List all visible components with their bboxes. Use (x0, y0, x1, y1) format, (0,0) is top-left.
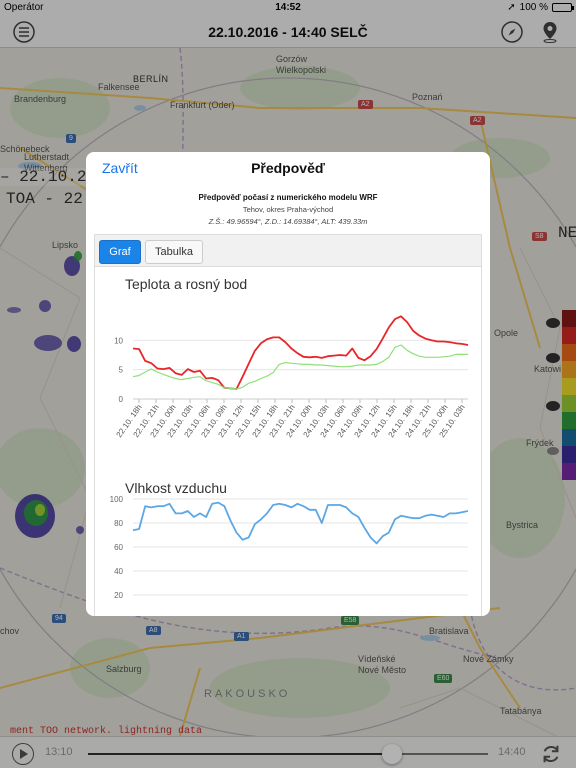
map-label-bystrica: Bystrica (506, 520, 539, 530)
road-sign-e60: E60 (434, 674, 453, 683)
map-label-berlin: BERLÍN (133, 74, 169, 84)
modal-header: Zavřít Předpověď (86, 152, 490, 184)
timeline-slider-fill (88, 753, 392, 755)
road-sign-9: 9 (66, 134, 76, 143)
chart-title: Vlhkost vzduchu (125, 480, 227, 496)
map-label-lipsko: Lipsko (52, 240, 79, 250)
timeline-slider[interactable] (88, 744, 488, 764)
map-label-frankfurt: Frankfurt (Oder) (170, 100, 235, 110)
road-sign-a1: A1 (234, 632, 249, 641)
map-label-rakousko: RAKOUSKO (204, 688, 291, 700)
timeline-bar: 13:10 14:40 (0, 736, 576, 768)
info-location: Tehov, okres Praha-východ (242, 205, 334, 214)
map-label-salzburg: Salzburg (106, 664, 142, 674)
y-tick-label: 40 (114, 567, 123, 576)
road-sign-s8: S8 (532, 232, 547, 241)
series-line-2 (132, 344, 468, 390)
weather-symbols (546, 318, 560, 455)
map-label-schonebeck: Schönebeck (0, 144, 50, 154)
status-bar: Operátor 14:52 ➚ 100 % (0, 0, 576, 16)
radar-legend-bar (562, 310, 576, 480)
map-label-falkensee: Falkensee (98, 82, 140, 92)
location-pin-icon[interactable] (538, 20, 562, 44)
y-tick-label: 80 (114, 519, 123, 528)
map-label-bratislava: Bratislava (429, 626, 469, 636)
forecast-modal: Zavřít Předpověď Předpověď počasí z nume… (86, 152, 490, 616)
nav-title: 22.10.2016 - 14:40 SELČ (208, 24, 368, 40)
menu-icon[interactable] (12, 20, 36, 44)
map-label-frydek: Frýdek (526, 438, 554, 448)
y-tick-label: 100 (110, 495, 124, 504)
map-label-brandenburg: Brandenburg (14, 94, 67, 104)
forecast-info: Předpověď počasí z numerického modelu WR… (86, 192, 490, 228)
play-button[interactable] (12, 743, 34, 765)
map-label-wittenberg: Lutherstadt Wittenberg (24, 152, 70, 173)
radar-echoes (7, 251, 84, 538)
y-tick-label: 5 (119, 366, 124, 375)
map-label-katowice: Katowi (534, 364, 562, 374)
battery-icon (552, 3, 574, 12)
overlay-text-1: – 22.10.20 (0, 168, 97, 186)
status-time: 14:52 (275, 2, 301, 13)
road-sign-e58: E58 (341, 616, 360, 625)
map-label-vidensko: Vídeňské Nové Město (358, 654, 407, 675)
modal-title: Předpověď (251, 160, 325, 176)
refresh-icon[interactable] (540, 743, 562, 765)
forecast-panel: Graf Tabulka Teplota a rosný bod 0 5 10 22.1… (94, 234, 482, 616)
series-line-1 (132, 315, 469, 390)
road-sign-94: 94 (52, 614, 66, 623)
chart-title: Teplota a rosný bod (125, 276, 247, 292)
map-label-nove-zamky: Nové Zámky (463, 654, 514, 664)
nav-bar: 22.10.2016 - 14:40 SELČ (0, 16, 576, 48)
tab-tabulka[interactable]: Tabulka (145, 240, 203, 264)
compass-icon[interactable] (500, 20, 524, 44)
map-label-ne: NE (558, 224, 576, 242)
map-label-tatabanya: Tatabánya (500, 706, 542, 716)
y-tick-label: 60 (114, 543, 123, 552)
timeline-end: 14:40 (498, 746, 526, 758)
y-tick-label: 0 (119, 395, 124, 404)
series-line-1 (132, 501, 469, 545)
road-sign-a2-east: A2 (470, 116, 485, 125)
close-button[interactable]: Zavřít (102, 160, 138, 176)
map-label-poznan: Poznań (412, 92, 443, 102)
tab-bar: Graf Tabulka (95, 235, 481, 267)
y-tick-label: 20 (114, 591, 123, 600)
status-right: ➚ 100 % (507, 2, 574, 13)
battery-label: 100 % (519, 2, 548, 13)
info-model: Předpověď počasí z numerického modelu WR… (198, 193, 378, 202)
road-sign-a2: A2 (358, 100, 373, 109)
carrier-label: Operátor (4, 2, 44, 13)
timeline-slider-thumb[interactable] (382, 744, 402, 764)
map-footer-text: ment TOO network. lightning data (10, 726, 203, 736)
timeline-start: 13:10 (45, 746, 73, 758)
overlay-text-2: TOA - 22. (6, 190, 93, 208)
map-label-gorzow: Gorzów Wielkopolski (276, 54, 327, 75)
location-arrow-icon: ➚ (507, 2, 516, 13)
info-coordinates: Z.Š.: 49.96594°, Z.D.: 14.69384°, ALT: 4… (208, 217, 368, 226)
tab-graf[interactable]: Graf (99, 240, 141, 264)
road-sign-a8: A8 (146, 626, 161, 635)
map-label-chov: chov (0, 626, 20, 636)
map-label-opole: Opole (494, 328, 519, 338)
humidity-chart: Vlhkost vzduchu 20 40 60 80 100 (110, 480, 469, 600)
y-tick-label: 10 (114, 336, 123, 345)
